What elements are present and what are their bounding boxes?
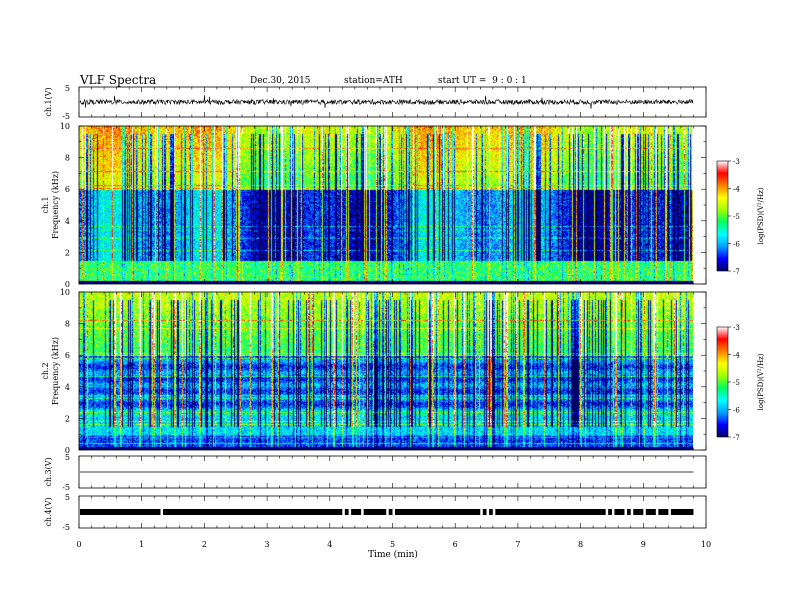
ch4-trace-gap (611, 508, 615, 516)
x-tick-label: 7 (515, 540, 520, 549)
ch3-waveform-panel: 5 -5 ch.3(V) (44, 453, 707, 492)
colorbar-2: -3 -4 -5 -6 -7 log(PSD)(V²/Hz) (716, 324, 765, 442)
x-tick-label: 4 (327, 540, 332, 549)
ch1-ytick-top: 5 (65, 84, 70, 93)
frequency-tick-label: 8 (65, 154, 70, 163)
ch3-ytick-top: 5 (65, 453, 70, 462)
ch2-spectrogram-ylabel: Frequency (kHz) (51, 337, 60, 405)
colorbar-tick-label: -4 (733, 352, 740, 360)
ch4-trace-gap (480, 508, 483, 516)
frequency-tick-label: 4 (65, 383, 70, 392)
ch1-spectrogram-panel: 0 2 4 6 8 10 ch.1 Frequency (kHz) (41, 122, 707, 289)
ch4-trace-gap (668, 508, 671, 516)
ch4-trace-gap (348, 508, 352, 516)
frequency-tick-label: 4 (65, 217, 70, 226)
figure-start-time: start UT = 9 : 0 : 1 (438, 76, 527, 86)
ch4-trace-gap (605, 508, 609, 516)
frequency-tick-label: 6 (65, 185, 70, 194)
ch4-trace-gap (630, 508, 634, 516)
ch4-waveform-trace (80, 508, 694, 516)
colorbar-tick-label: -3 (733, 324, 740, 332)
ch3-waveform-ylabel: ch.3(V) (44, 457, 53, 486)
x-tick-label: 10 (701, 540, 711, 549)
frequency-tick-label: 10 (60, 288, 70, 297)
ch1-waveform-ylabel: ch.1(V) (44, 87, 53, 116)
colorbar-1-label: log(PSD)(V²/Hz) (757, 187, 765, 244)
colorbar-tick-label: -3 (733, 158, 740, 166)
x-axis-label: Time (min) (368, 549, 418, 560)
x-tick-label: 9 (641, 540, 646, 549)
ch2-spectrogram-channel: ch.2 (41, 362, 50, 379)
figure-station: station=ATH (344, 76, 403, 86)
colorbar-tick-label: -6 (733, 241, 740, 249)
frequency-tick-label: 8 (65, 320, 70, 329)
ch4-trace-gap (361, 508, 364, 516)
ch1-waveform-panel: 5 -5 ch.1(V) (44, 84, 707, 121)
frequency-tick-label: 0 (65, 280, 70, 289)
frequency-tick-label: 0 (65, 446, 70, 455)
ch4-trace-gap (392, 508, 395, 516)
colorbar-1-gradient (716, 160, 729, 272)
x-tick-label: 2 (202, 540, 207, 549)
colorbar-2-gradient (716, 326, 729, 438)
x-tick-label: 6 (453, 540, 458, 549)
colorbar-1: -3 -4 -5 -6 -7 log(PSD)(V²/Hz) (716, 158, 765, 276)
ch3-ytick-bottom: -5 (62, 483, 70, 492)
ch1-waveform-trace (79, 95, 694, 109)
ch1-spectrogram-image (79, 126, 693, 284)
x-tick-label: 0 (76, 540, 81, 549)
ch1-ytick-bottom: -5 (62, 112, 70, 121)
colorbar-tick-label: -7 (733, 268, 740, 276)
ch4-trace-gap (386, 508, 389, 516)
x-tick-label: 5 (390, 540, 395, 549)
colorbar-tick-label: -4 (733, 186, 740, 194)
frequency-tick-label: 6 (65, 351, 70, 360)
colorbar-tick-label: -5 (733, 213, 740, 221)
colorbar-2-label: log(PSD)(V²/Hz) (757, 353, 765, 410)
ch4-waveform-panel: 5 -5 ch.4(V) (44, 493, 707, 532)
ch4-trace-gap (643, 508, 646, 516)
figure-date: Dec.30, 2015 (250, 76, 311, 86)
ch4-trace-gap (160, 508, 164, 516)
ch4-trace-gap (655, 508, 659, 516)
ch4-trace-gap (486, 508, 490, 516)
ch4-ytick-top: 5 (65, 493, 70, 502)
ch4-trace-gap (492, 508, 496, 516)
figure-title: VLF Spectra (79, 73, 156, 87)
colorbar-tick-label: -7 (733, 434, 740, 442)
colorbar-tick-label: -5 (733, 379, 740, 387)
frequency-tick-label: 2 (65, 414, 70, 423)
ch4-trace-gap (624, 508, 627, 516)
ch1-spectrogram-ylabel: Frequency (kHz) (51, 171, 60, 239)
x-tick-labels: 0 1 2 3 4 5 6 7 8 9 10 (76, 540, 711, 549)
ch2-spectrogram-image (79, 292, 693, 450)
ch1-spectrogram-channel: ch.1 (41, 196, 50, 213)
x-tick-label: 1 (139, 540, 144, 549)
colorbar-tick-label: -6 (733, 407, 740, 415)
ch4-trace-gap (342, 508, 345, 516)
ch4-ytick-bottom: -5 (62, 523, 70, 532)
x-tick-label: 3 (265, 540, 270, 549)
ch2-spectrogram-panel: 0 2 4 6 8 10 ch.2 Frequency (kHz) (41, 288, 707, 455)
frequency-tick-label: 10 (60, 122, 70, 131)
ch4-waveform-ylabel: ch.4(V) (44, 497, 53, 526)
x-tick-label: 8 (578, 540, 583, 549)
frequency-tick-label: 2 (65, 248, 70, 257)
